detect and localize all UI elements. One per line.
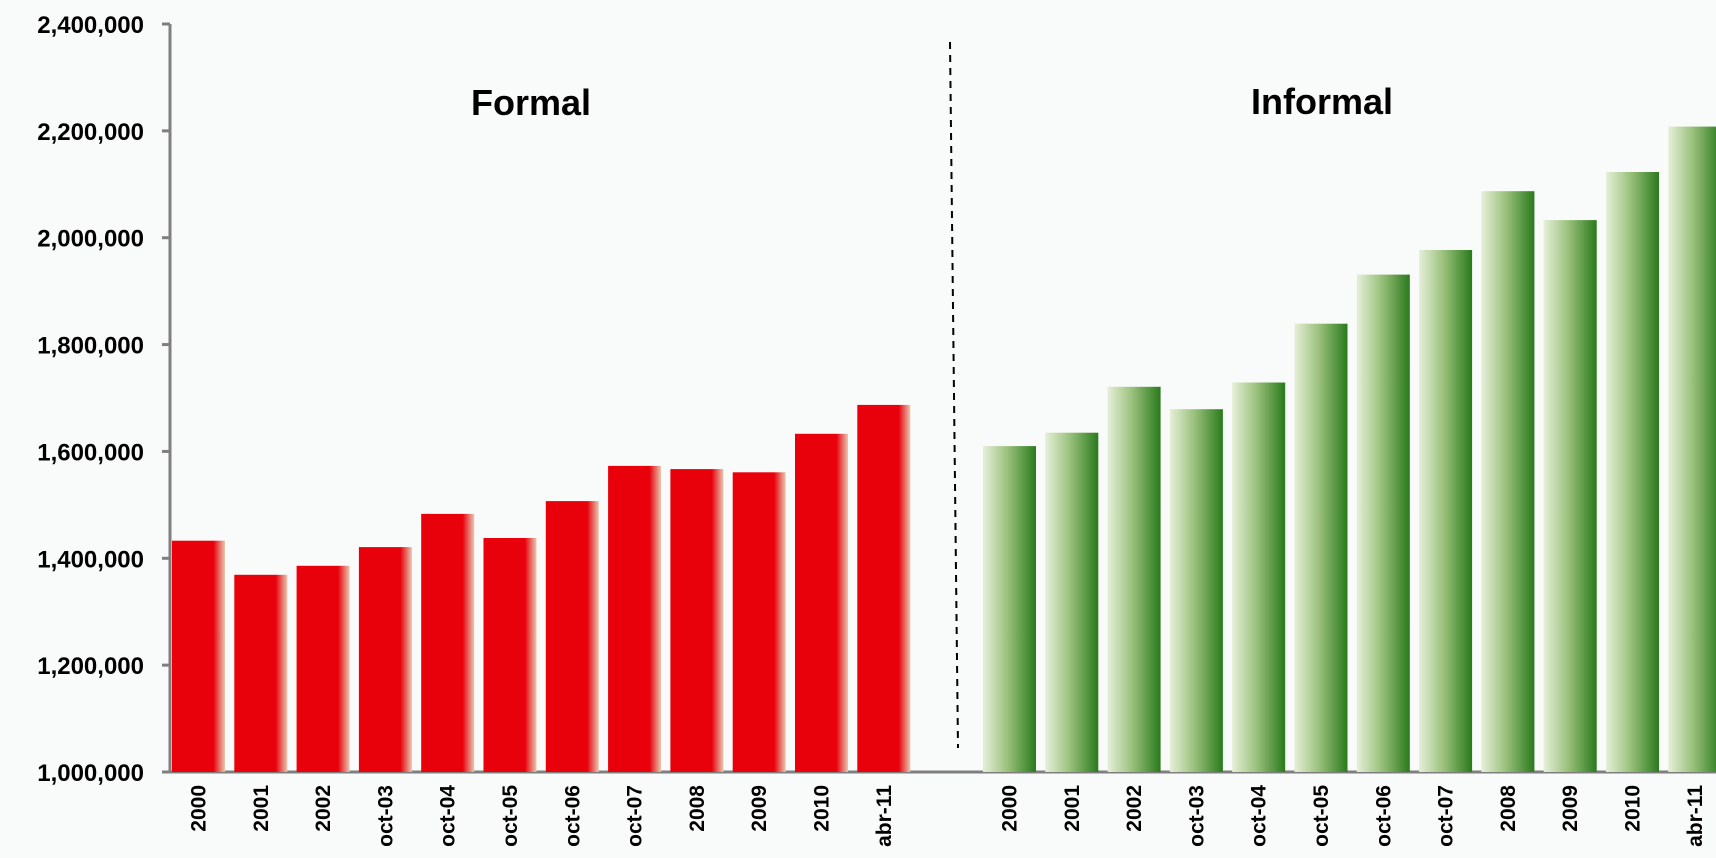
x-tick-label: oct-03 xyxy=(1185,785,1208,847)
x-tick-label: 2010 xyxy=(811,785,834,832)
x-tick-label: oct-03 xyxy=(374,785,397,847)
bar-informal-oct-06 xyxy=(1356,274,1410,772)
bar-informal-2001 xyxy=(1045,432,1099,772)
x-tick-label: oct-05 xyxy=(499,785,522,847)
y-tick-label: 1,400,000 xyxy=(37,546,144,573)
x-tick-label: 2008 xyxy=(686,785,709,832)
y-tick-label: 1,600,000 xyxy=(37,439,144,466)
bar-informal-2000 xyxy=(983,446,1036,772)
bar-formal-2010 xyxy=(795,433,848,772)
bar-informal-2009 xyxy=(1543,220,1597,773)
x-tick-label: 2009 xyxy=(748,785,771,832)
bar-formal-oct-05 xyxy=(483,538,537,772)
bar-formal-oct-04 xyxy=(421,513,475,772)
bar-formal-2001 xyxy=(234,574,288,772)
x-tick-label: 2001 xyxy=(1061,785,1084,832)
y-tick-label: 1,000,000 xyxy=(37,760,144,787)
series-title-informal: Informal xyxy=(1251,81,1393,122)
x-tick-label: 2008 xyxy=(1497,785,1520,832)
y-axis: 1,000,000 1,200,000 1,400,000 1,600,000 1,80… xyxy=(37,12,1716,787)
bar-formal-oct-06 xyxy=(545,501,599,772)
x-tick-label: oct-04 xyxy=(1248,785,1271,847)
x-tick-label: oct-04 xyxy=(437,785,460,847)
x-tick-label: 2009 xyxy=(1559,785,1582,832)
bar-formal-oct-07 xyxy=(608,465,662,772)
x-tick-label: abr-11 xyxy=(873,785,896,847)
x-tick-label: oct-06 xyxy=(1372,785,1395,847)
x-tick-label: 2000 xyxy=(188,785,211,832)
x-tick-label: 2002 xyxy=(312,785,335,832)
bar-formal-abr-11 xyxy=(857,404,911,772)
bar-formal-oct-03 xyxy=(358,547,412,772)
bar-informal-oct-07 xyxy=(1419,250,1473,772)
panel-divider xyxy=(949,41,959,749)
x-tick-label: 2000 xyxy=(999,785,1022,832)
x-tick-label: oct-07 xyxy=(624,785,647,847)
series-title-formal: Formal xyxy=(471,82,591,123)
bar-informal-abr-11 xyxy=(1668,126,1716,773)
x-tick-label: 2001 xyxy=(250,785,273,832)
bar-informal-2008 xyxy=(1481,191,1535,772)
bar-informal-oct-04 xyxy=(1232,382,1286,772)
bar-formal-2009 xyxy=(732,472,786,772)
bar-informal-oct-03 xyxy=(1169,409,1223,772)
x-tick-label: oct-05 xyxy=(1310,785,1333,847)
x-axis-labels: 2000 2001 2002 oct-03 oct-04 oct-05 oct-06 oct-… xyxy=(188,785,1707,847)
y-tick-label: 2,200,000 xyxy=(37,119,144,146)
x-tick-label: oct-07 xyxy=(1435,785,1458,847)
x-tick-label: 2002 xyxy=(1123,785,1146,832)
bar-formal-2002 xyxy=(296,565,350,772)
y-tick-label: 1,200,000 xyxy=(37,653,144,680)
bar-informal-2010 xyxy=(1606,172,1659,772)
x-tick-label: 2010 xyxy=(1622,785,1645,832)
bar-formal-2008 xyxy=(670,469,724,772)
y-tick-label: 2,000,000 xyxy=(37,226,144,253)
bar-formal-2000 xyxy=(172,540,225,772)
x-tick-label: abr-11 xyxy=(1684,785,1707,847)
y-tick-label: 1,800,000 xyxy=(37,333,144,360)
bars xyxy=(172,126,1716,773)
y-tick-label: 2,400,000 xyxy=(37,12,144,39)
x-tick-label: oct-06 xyxy=(561,785,584,847)
bar-informal-oct-05 xyxy=(1294,323,1348,772)
bar-informal-2002 xyxy=(1107,386,1161,772)
